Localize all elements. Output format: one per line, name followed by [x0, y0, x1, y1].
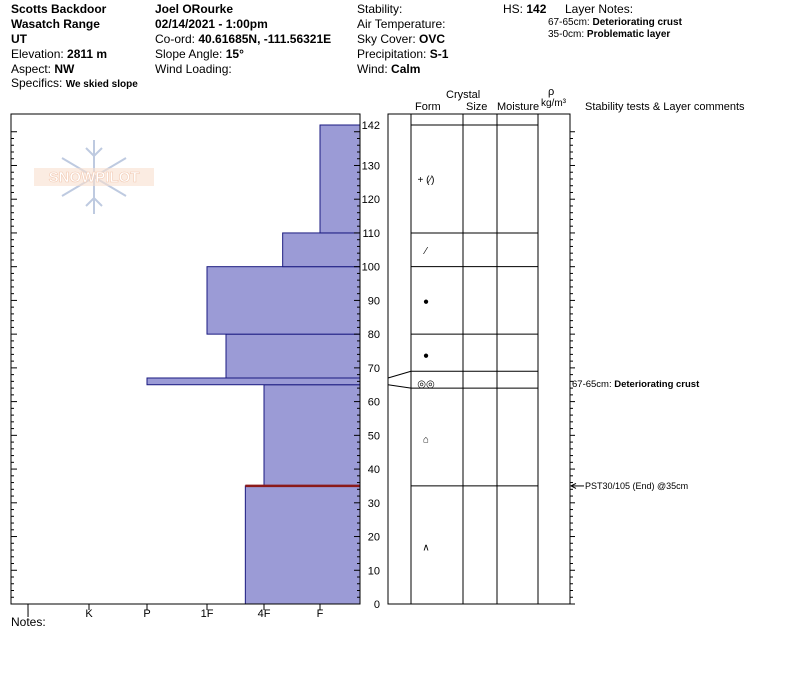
air-temp-label: Air Temperature:: [357, 17, 446, 31]
chart-frame: [10, 113, 361, 605]
table-frame: [387, 113, 571, 605]
elevation-value: 2811 m: [67, 47, 108, 61]
snowpilot-logo: SNOWPILOT: [34, 140, 154, 214]
crystal-form-symbol: ⌂: [423, 435, 429, 446]
crystal-form-symbol: ⁄: [422, 246, 428, 257]
sky-row: Sky Cover: OVC: [357, 32, 445, 46]
slope-label: Slope Angle:: [155, 47, 223, 61]
layer-table: + (⁄) ⁄ ● ● ◎◎ ⌂ ∧ 67-65cm: Deteriorating crust…: [387, 113, 700, 605]
coord-label: Co-ord:: [155, 32, 196, 46]
arrow-head-icon: [569, 482, 577, 489]
x-tick-label: P: [143, 608, 150, 620]
precip-row: Precipitation: S-1: [357, 47, 448, 61]
y-tick-label: 120: [362, 194, 380, 206]
x-tick-label: 1F: [201, 608, 214, 620]
header-moisture: Moisture: [497, 101, 540, 113]
y-tick-label: 130: [362, 160, 380, 172]
precip-label: Precipitation:: [357, 47, 427, 61]
crystal-form-symbol: ◎◎: [417, 379, 435, 390]
wind-loading-label: Wind Loading:: [155, 62, 232, 76]
layer-note-2-text: Problematic layer: [586, 29, 671, 40]
layer-note-1-text: Deteriorating crust: [592, 17, 682, 28]
specifics-value: We skied slope: [65, 79, 138, 90]
observation-datetime: 02/14/2021 - 1:00pm: [155, 17, 268, 31]
hardness-bar: [146, 377, 361, 386]
x-tick-label: F: [317, 608, 324, 620]
hardness-bar: [263, 384, 361, 487]
header-form: Form: [415, 101, 441, 113]
slope-value: 15°: [225, 47, 244, 61]
wind-value: Calm: [391, 62, 421, 76]
stability-test-text: PST30/105 (End) @35cm: [585, 481, 688, 491]
y-tick-label: 30: [368, 498, 380, 510]
y-tick-label: 80: [368, 329, 380, 341]
hardness-bar: [244, 485, 361, 605]
hardness-bar: [225, 333, 361, 379]
layer-comment: 67-65cm: Deteriorating crust: [572, 379, 700, 390]
layer-note-1: 67-65cm: Deteriorating crust: [548, 17, 682, 29]
wind-row: Wind: Calm: [357, 62, 420, 76]
y-tick-label: 40: [368, 464, 380, 476]
precip-value: S-1: [429, 47, 449, 61]
hs-value: 142: [526, 2, 547, 16]
coord-row: Co-ord: 40.61685N, -111.56321E: [155, 32, 331, 46]
y-tick-label: 10: [368, 565, 380, 577]
y-tick-label: 110: [362, 228, 380, 240]
sky-value: OVC: [419, 32, 446, 46]
stability-label: Stability:: [357, 2, 403, 16]
hardness-bar: [282, 232, 361, 268]
y-tick-label: 70: [368, 363, 380, 375]
x-tick-label: K: [85, 608, 93, 620]
hardness-bar: [206, 266, 361, 335]
state-name: UT: [11, 32, 27, 46]
aspect-label: Aspect:: [11, 62, 52, 76]
observer-name: Joel ORourke: [155, 2, 234, 16]
layer-note-2-range: 35-0cm:: [548, 29, 585, 40]
specifics-row: Specifics: We skied slope: [11, 76, 138, 92]
snowflake-icon: [61, 140, 127, 214]
slope-row: Slope Angle: 15°: [155, 47, 244, 61]
layer-comment-range: 67-65cm:: [572, 379, 614, 390]
crystal-form-symbol: + (⁄): [418, 175, 435, 186]
header-size: Size: [466, 101, 488, 113]
header-density-unit: kg/m³: [541, 98, 566, 109]
aspect-value: NW: [54, 62, 75, 76]
coord-value: 40.61685N, -111.56321E: [198, 32, 332, 46]
hs-row: HS: 142: [503, 2, 546, 16]
location-name: Scotts Backdoor: [11, 2, 107, 16]
crystal-form-symbol: ●: [423, 296, 429, 307]
connector-line: [387, 370, 412, 379]
y-tick-label: 142: [362, 120, 380, 132]
y-tick-label: 50: [368, 430, 380, 442]
aspect-row: Aspect: NW: [11, 62, 74, 76]
specifics-label: Specifics:: [11, 76, 63, 90]
hardness-bars: [146, 124, 361, 605]
y-tick-label: 0: [374, 599, 380, 611]
layer-notes-label: Layer Notes:: [565, 2, 634, 16]
notes-label: Notes:: [11, 615, 46, 629]
sky-label: Sky Cover:: [357, 32, 416, 46]
header-rho: ρ: [548, 86, 555, 98]
connector-line: [387, 384, 412, 389]
elevation-row: Elevation: 2811 m: [11, 47, 107, 61]
y-tick-label: 20: [368, 532, 380, 544]
crystal-form-symbol: ∧: [422, 543, 429, 554]
crystal-form-symbol: ●: [423, 350, 429, 361]
hs-label: HS:: [503, 2, 524, 16]
y-tick-label: 90: [368, 295, 380, 307]
logo-text: SNOWPILOT: [49, 169, 140, 186]
y-tick-label: 60: [368, 397, 380, 409]
hardness-bar: [319, 124, 361, 234]
y-tick-label: 100: [362, 262, 380, 274]
header-crystal: Crystal: [446, 89, 481, 101]
x-tick-label: 4F: [258, 608, 271, 620]
layer-comment-text: Deteriorating crust: [614, 379, 700, 390]
layer-note-2: 35-0cm: Problematic layer: [548, 29, 670, 41]
header-comments: Stability tests & Layer comments: [585, 101, 745, 113]
range-name: Wasatch Range: [11, 17, 100, 31]
elevation-label: Elevation:: [11, 47, 64, 61]
wind-label: Wind:: [357, 62, 388, 76]
layer-note-1-range: 67-65cm:: [548, 17, 590, 28]
